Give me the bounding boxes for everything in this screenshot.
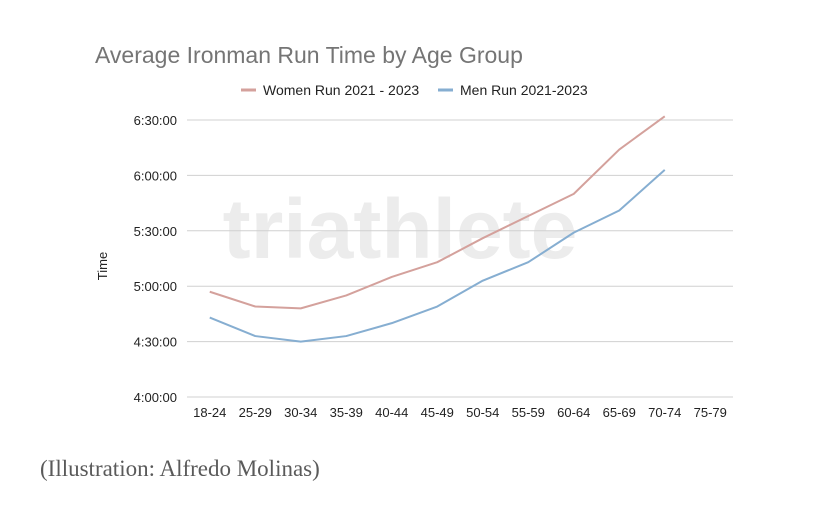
x-tick-label: 50-54 <box>466 405 499 420</box>
series-line-men <box>209 169 666 343</box>
x-tick-label: 75-79 <box>694 405 727 420</box>
x-tick-label: 25-29 <box>239 405 272 420</box>
series-line-women <box>209 115 666 310</box>
y-tick-label: 5:00:00 <box>134 279 177 294</box>
x-tick-label: 40-44 <box>375 405 408 420</box>
x-tick-label: 18-24 <box>193 405 226 420</box>
series-lines <box>209 115 666 343</box>
x-tick-label: 45-49 <box>421 405 454 420</box>
y-tick-label: 4:00:00 <box>134 390 177 405</box>
y-tick-label: 5:30:00 <box>134 224 177 239</box>
x-axis-ticks: 18-24 25-29 30-34 35-39 40-44 45-49 50-54 55-59… <box>193 405 727 420</box>
legend: Women Run 2021 - 2023 Men Run 2021-2023 <box>241 82 588 98</box>
x-tick-label: 60-64 <box>557 405 590 420</box>
y-tick-label: 4:30:00 <box>134 335 177 350</box>
chart-title: Average Ironman Run Time by Age Group <box>95 42 523 68</box>
y-axis-title: Time <box>95 252 110 280</box>
x-tick-label: 65-69 <box>603 405 636 420</box>
x-tick-label: 55-59 <box>512 405 545 420</box>
x-tick-label: 35-39 <box>330 405 363 420</box>
legend-label-women: Women Run 2021 - 2023 <box>263 82 419 98</box>
gridlines <box>187 119 733 398</box>
y-axis-ticks: 4:00:00 4:30:00 5:00:00 5:30:00 6:00:00 6:30:… <box>134 113 177 405</box>
image-caption: (Illustration: Alfredo Molinas) <box>40 456 320 481</box>
y-tick-label: 6:30:00 <box>134 113 177 128</box>
watermark: triathlete <box>223 182 578 276</box>
legend-label-men: Men Run 2021-2023 <box>460 82 588 98</box>
x-tick-label: 70-74 <box>648 405 681 420</box>
x-tick-label: 30-34 <box>284 405 317 420</box>
y-tick-label: 6:00:00 <box>134 168 177 183</box>
